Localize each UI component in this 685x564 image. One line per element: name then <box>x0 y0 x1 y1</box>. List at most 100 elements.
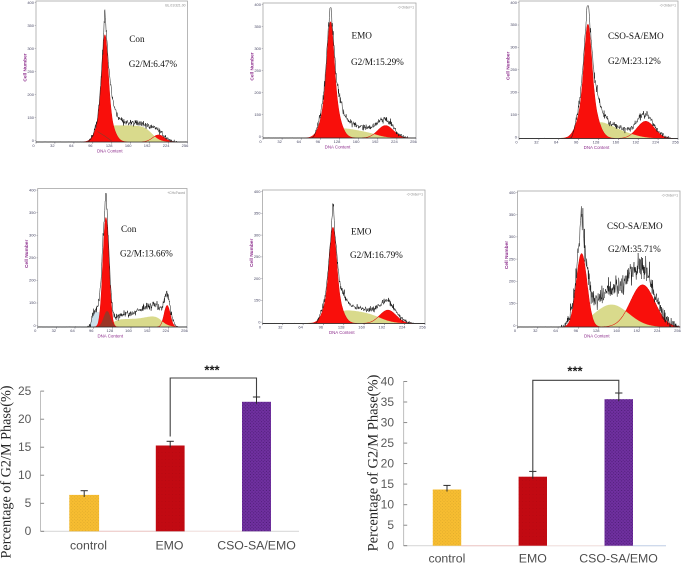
svg-text:160: 160 <box>613 140 620 145</box>
svg-text:Cell Number: Cell Number <box>249 239 255 267</box>
svg-text:96: 96 <box>88 143 93 148</box>
svg-text:400: 400 <box>27 0 34 5</box>
svg-text:350: 350 <box>509 212 516 217</box>
svg-text:0: 0 <box>515 134 518 139</box>
svg-text:160: 160 <box>125 143 132 148</box>
svg-text:CSO-SA/EMO: CSO-SA/EMO <box>608 31 664 41</box>
svg-text:EMO: EMO <box>519 552 547 564</box>
svg-text:Cell Number: Cell Number <box>506 52 512 80</box>
svg-text:10: 10 <box>18 468 32 482</box>
svg-text:0: 0 <box>258 319 261 324</box>
svg-text:-0 Order=1: -0 Order=1 <box>662 194 679 198</box>
svg-text:256: 256 <box>181 328 188 333</box>
svg-text:Con: Con <box>129 34 145 44</box>
svg-text:40: 40 <box>381 374 395 388</box>
svg-text:200: 200 <box>254 276 261 281</box>
svg-text:-0 Order=1: -0 Order=1 <box>407 193 424 197</box>
svg-text:192: 192 <box>372 139 379 144</box>
svg-text:200: 200 <box>254 90 261 95</box>
svg-text:250: 250 <box>27 69 34 74</box>
svg-text:G2/M:16.79%: G2/M:16.79% <box>350 250 403 260</box>
svg-text:96: 96 <box>574 140 579 145</box>
svg-text:400: 400 <box>254 189 261 194</box>
svg-text:300: 300 <box>27 46 34 51</box>
svg-text:256: 256 <box>674 328 681 333</box>
svg-text:-0 Order=1: -0 Order=1 <box>398 6 415 10</box>
svg-text:160: 160 <box>353 139 360 144</box>
svg-text:150: 150 <box>27 115 34 120</box>
svg-text:160: 160 <box>358 325 365 330</box>
svg-text:250: 250 <box>254 254 261 259</box>
svg-text:200: 200 <box>27 92 34 97</box>
svg-text:Percentage of G2/M Phase(%): Percentage of G2/M Phase(%) <box>366 374 382 551</box>
svg-text:30: 30 <box>381 416 395 430</box>
svg-text:150: 150 <box>254 112 261 117</box>
svg-text:128: 128 <box>593 140 600 145</box>
svg-text:0: 0 <box>32 138 35 143</box>
svg-text:Percentage of G2/M Phase(%): Percentage of G2/M Phase(%) <box>0 385 15 558</box>
svg-text:DNA Content: DNA Content <box>97 334 123 339</box>
svg-text:96: 96 <box>316 139 321 144</box>
svg-text:224: 224 <box>163 143 170 148</box>
svg-text:G2/M:13.66%: G2/M:13.66% <box>120 249 173 259</box>
svg-text:96: 96 <box>574 328 579 333</box>
svg-text:0: 0 <box>514 328 517 333</box>
svg-text:***: *** <box>204 363 220 378</box>
svg-text:32: 32 <box>534 140 539 145</box>
svg-text:DNA Content: DNA Content <box>584 145 610 150</box>
svg-text:32: 32 <box>52 328 57 333</box>
svg-text:10: 10 <box>381 498 395 512</box>
svg-text:192: 192 <box>379 325 386 330</box>
svg-text:350: 350 <box>29 210 36 215</box>
svg-text:96: 96 <box>89 328 94 333</box>
svg-text:G2/M:23.12%: G2/M:23.12% <box>608 56 661 66</box>
svg-text:64: 64 <box>69 143 74 148</box>
svg-text:192: 192 <box>144 143 151 148</box>
svg-text:224: 224 <box>654 328 661 333</box>
svg-text:192: 192 <box>634 328 641 333</box>
svg-text:Cell Number: Cell Number <box>24 240 30 268</box>
svg-text:DNA Content: DNA Content <box>325 145 351 150</box>
svg-text:DNA Content: DNA Content <box>584 334 610 339</box>
svg-text:DNA Content: DNA Content <box>97 149 123 154</box>
svg-text:0: 0 <box>259 325 262 330</box>
svg-text:5: 5 <box>25 496 32 510</box>
svg-text:CSO-SA/EMO: CSO-SA/EMO <box>217 539 296 553</box>
svg-text:150: 150 <box>29 300 36 305</box>
svg-text:64: 64 <box>298 325 303 330</box>
svg-text:128: 128 <box>593 328 600 333</box>
svg-text:300: 300 <box>29 233 36 238</box>
svg-text:250: 250 <box>254 68 261 73</box>
svg-text:15: 15 <box>18 440 32 454</box>
svg-text:64: 64 <box>70 328 75 333</box>
svg-text:400: 400 <box>29 187 36 192</box>
svg-text:0: 0 <box>387 539 394 553</box>
svg-text:0: 0 <box>513 323 516 328</box>
svg-text:400: 400 <box>509 190 516 195</box>
svg-text:350: 350 <box>510 22 517 27</box>
svg-text:128: 128 <box>338 325 345 330</box>
svg-text:250: 250 <box>509 256 516 261</box>
svg-text:0: 0 <box>259 134 262 139</box>
svg-text:224: 224 <box>652 140 659 145</box>
svg-text:256: 256 <box>182 143 189 148</box>
svg-text:300: 300 <box>509 234 516 239</box>
svg-text:96: 96 <box>319 325 324 330</box>
svg-text:***: *** <box>567 364 583 379</box>
svg-text:control: control <box>70 539 107 553</box>
svg-text:160: 160 <box>613 328 620 333</box>
svg-text:160: 160 <box>125 328 132 333</box>
svg-text:0: 0 <box>515 140 518 145</box>
svg-text:200: 200 <box>509 279 516 284</box>
svg-text:EMO: EMO <box>155 539 183 553</box>
svg-text:256: 256 <box>419 325 426 330</box>
svg-text:150: 150 <box>510 112 517 117</box>
svg-text:350: 350 <box>254 24 261 29</box>
svg-text:CSO-SA/EMO: CSO-SA/EMO <box>579 552 658 564</box>
svg-text:32: 32 <box>278 325 283 330</box>
svg-text:Cell Number: Cell Number <box>23 53 29 81</box>
svg-text:EMO: EMO <box>352 31 373 41</box>
svg-text:EMO: EMO <box>351 227 372 237</box>
svg-text:0: 0 <box>25 524 32 538</box>
svg-text:20: 20 <box>381 457 395 471</box>
